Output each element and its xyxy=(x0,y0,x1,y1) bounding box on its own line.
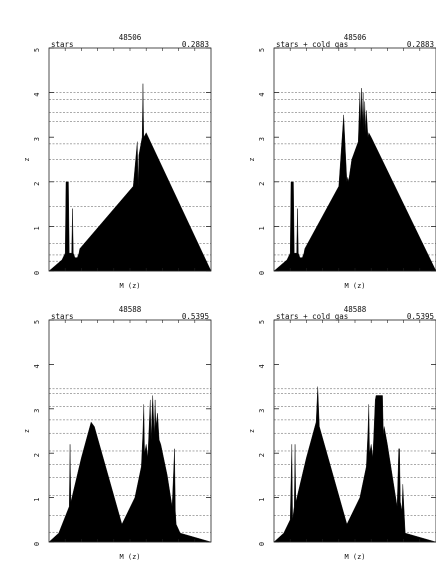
y-tick-label: 4 xyxy=(258,92,266,96)
y-tick-label: 3 xyxy=(33,409,41,413)
panel-left-label: stars + cold gas xyxy=(276,312,348,321)
y-tick-label: 5 xyxy=(33,48,41,52)
panel-left-label: stars xyxy=(51,40,74,49)
y-axis-label: z xyxy=(248,429,256,433)
y-tick-label: 0 xyxy=(258,542,266,546)
y-tick-label: 4 xyxy=(33,364,41,368)
panel-left-label: stars xyxy=(51,312,74,321)
y-tick-label: 3 xyxy=(33,137,41,141)
x-axis-label: M (z) xyxy=(344,553,365,561)
y-tick-label: 1 xyxy=(258,226,266,230)
y-tick-label: 5 xyxy=(258,48,266,52)
panel-id-label: 48588 xyxy=(344,305,367,314)
y-tick-label: 5 xyxy=(258,320,266,324)
panel-left-label: stars + cold gas xyxy=(276,40,348,49)
y-tick-label: 1 xyxy=(33,497,41,501)
panel-id-label: 48506 xyxy=(344,33,367,42)
panel-3: 0 1 2 3 4 5 48588 stars 0.5395 M (z) z xyxy=(23,305,212,561)
y-tick-label: 5 xyxy=(33,320,41,324)
area-series xyxy=(273,88,436,272)
panel-right-label: 0.5395 xyxy=(182,312,209,321)
x-axis-label: M (z) xyxy=(344,282,365,290)
y-tick-label: 4 xyxy=(258,364,266,368)
panel-right-label: 0.2883 xyxy=(407,40,434,49)
area-series xyxy=(48,83,212,272)
y-tick-label: 3 xyxy=(258,137,266,141)
x-axis-label: M (z) xyxy=(119,553,140,561)
panel-id-label: 48506 xyxy=(119,33,142,42)
y-tick-label: 4 xyxy=(33,92,41,96)
area-series xyxy=(48,395,212,543)
y-tick-label: 3 xyxy=(258,409,266,413)
y-axis-label: z xyxy=(23,429,31,433)
y-tick-label: 0 xyxy=(33,271,41,275)
panel-right-label: 0.5395 xyxy=(407,312,434,321)
y-tick-label: 1 xyxy=(258,497,266,501)
y-tick-label: 2 xyxy=(258,453,266,457)
panel-right-label: 0.2883 xyxy=(182,40,209,49)
y-tick-label: 1 xyxy=(33,226,41,230)
panel-1: 0 1 2 3 4 5 48506 stars 0.2883 M (z) z xyxy=(23,33,212,290)
y-tick-label: 2 xyxy=(258,182,266,186)
area-series xyxy=(273,386,436,543)
y-axis-label: z xyxy=(248,157,256,161)
panel-id-label: 48588 xyxy=(119,305,142,314)
x-axis-label: M (z) xyxy=(119,282,140,290)
y-tick-label: 0 xyxy=(33,542,41,546)
y-tick-label: 2 xyxy=(33,182,41,186)
y-tick-label: 2 xyxy=(33,453,41,457)
y-tick-label: 0 xyxy=(258,271,266,275)
y-axis-label: z xyxy=(23,157,31,161)
